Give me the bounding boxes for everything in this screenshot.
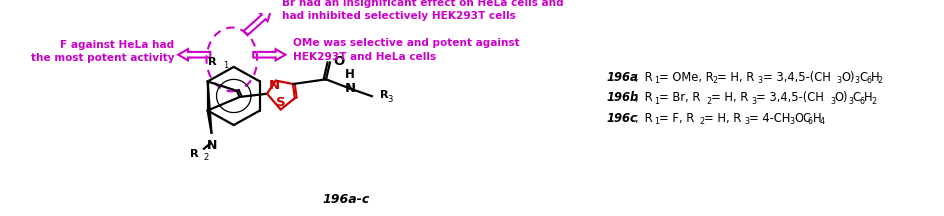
Text: HEK293T and HeLa cells: HEK293T and HeLa cells [293,52,436,62]
Text: 1: 1 [653,97,658,106]
Text: F against HeLa had: F against HeLa had [60,40,174,50]
Text: 196b: 196b [606,91,638,104]
Text: ;: ; [633,91,637,104]
Text: 3: 3 [788,117,794,126]
Text: had inhibited selectively HEK293T cells: had inhibited selectively HEK293T cells [282,11,515,21]
Text: 3: 3 [750,97,755,106]
Text: 2: 2 [204,153,209,162]
Text: 1: 1 [223,62,228,70]
Text: S: S [276,95,285,109]
Text: 2: 2 [877,76,882,85]
Text: OMe was selective and potent against: OMe was selective and potent against [293,38,519,48]
Text: = Br, R: = Br, R [658,91,700,104]
Text: = OMe, R: = OMe, R [658,71,713,84]
Text: = 3,4,5-(CH: = 3,4,5-(CH [755,91,823,104]
Text: 3: 3 [847,97,852,106]
Text: R: R [208,57,216,67]
Text: H: H [345,68,354,81]
Text: O): O) [834,91,848,104]
Text: 6: 6 [866,76,870,85]
Text: = F, R: = F, R [658,112,694,125]
Text: H: H [812,112,820,125]
Text: = 4-CH: = 4-CH [749,112,789,125]
Text: O: O [333,55,345,68]
Text: 6: 6 [859,97,864,106]
Text: ;: ; [633,112,637,125]
Text: R: R [640,112,651,125]
Text: 1: 1 [653,76,658,85]
Text: 1: 1 [653,117,658,126]
Text: R: R [190,149,198,159]
Text: 6: 6 [807,117,812,126]
Text: Br had an insignificant effect on HeLa cells and: Br had an insignificant effect on HeLa c… [282,0,564,8]
Text: = H, R: = H, R [703,112,740,125]
Text: 4: 4 [818,117,823,126]
Text: 3: 3 [835,76,841,85]
Text: = H, R: = H, R [710,91,748,104]
Text: N: N [269,79,280,92]
Text: = H, R: = H, R [716,71,754,84]
Text: 196a-c: 196a-c [322,193,369,206]
Text: 3: 3 [387,95,393,103]
Text: 2: 2 [870,97,875,106]
Text: 2: 2 [699,117,703,126]
Text: 196c: 196c [606,112,637,125]
Text: H: H [870,71,879,84]
Text: R: R [379,90,388,100]
Text: OC: OC [793,112,810,125]
Text: 2: 2 [705,97,710,106]
Text: N: N [345,82,356,95]
Text: 3: 3 [757,76,762,85]
Text: = 3,4,5-(CH: = 3,4,5-(CH [762,71,830,84]
Text: 3: 3 [829,97,834,106]
Text: 3: 3 [744,117,749,126]
Text: 3: 3 [854,76,859,85]
Text: O): O) [840,71,854,84]
Text: R: R [640,71,651,84]
Text: ;: ; [633,71,637,84]
Text: 2: 2 [712,76,717,85]
Text: the most potent activity: the most potent activity [30,54,174,64]
Text: C: C [851,91,860,104]
Text: N: N [207,139,217,152]
Text: 196a: 196a [606,71,638,84]
Text: C: C [859,71,867,84]
Text: H: H [864,91,872,104]
Text: R: R [640,91,651,104]
